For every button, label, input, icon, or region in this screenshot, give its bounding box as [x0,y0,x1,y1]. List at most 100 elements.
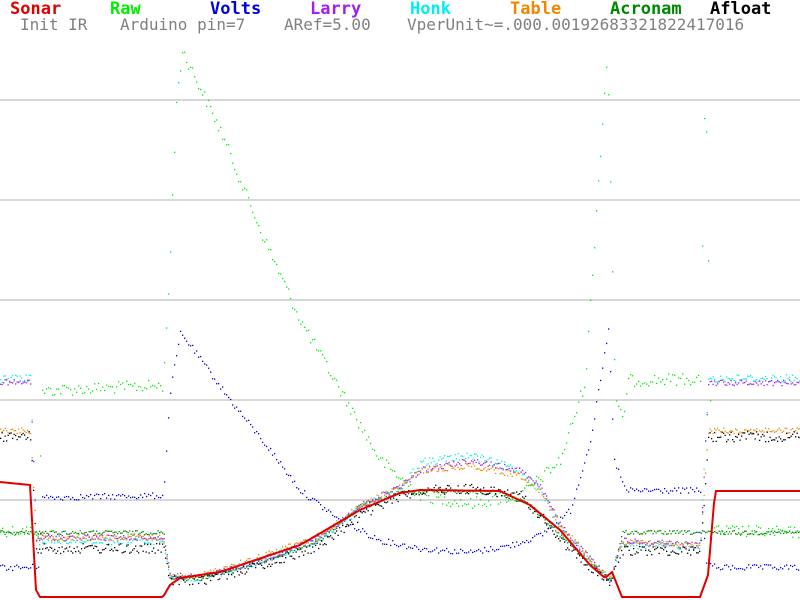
series-point-afloat [312,546,314,548]
series-point-acronam [127,532,129,534]
series-point-acronam [270,557,272,559]
series-point-raw [86,385,88,388]
series-point-afloat [372,510,374,512]
series-point-table [625,543,627,546]
series-point-volts [166,450,168,452]
series-point-larry [648,540,650,543]
series-point-larry [702,507,704,509]
series-point-table [661,542,663,544]
series-point-afloat [550,526,552,528]
series-point-table [465,462,467,464]
series-point-afloat [529,508,531,510]
series-point-raw [328,372,330,374]
series-point-volts [596,401,598,403]
series-point-acronam [124,530,126,532]
series-point-afloat [177,576,179,579]
series-point-afloat [618,561,620,563]
series-point-afloat [4,435,6,437]
series-point-honk [738,374,740,377]
series-point-acronam [661,532,663,535]
series-point-larry [88,536,90,538]
series-point-raw [24,533,26,535]
series-point-larry [757,384,759,386]
series-point-volts [736,568,738,570]
series-point-honk [604,571,606,573]
series-point-larry [258,559,260,561]
series-point-larry [597,568,599,570]
series-point-acronam [153,533,155,535]
series-point-table [753,429,755,431]
series-point-afloat [115,549,117,551]
series-point-honk [279,549,281,552]
series-point-volts [690,487,692,489]
series-point-afloat [756,431,758,433]
series-point-table [426,471,428,474]
series-point-table [318,538,320,540]
series-point-raw [726,525,728,527]
series-point-table [109,534,111,537]
series-point-acronam [357,506,359,508]
series-point-honk [667,544,669,546]
series-point-honk [702,499,704,501]
series-point-raw [470,498,472,500]
series-point-table [315,537,317,539]
series-point-raw [776,525,778,527]
series-point-larry [417,474,419,476]
series-point-larry [583,553,585,555]
series-point-acronam [232,569,234,571]
series-point-larry [69,535,71,538]
series-point-table [751,432,753,434]
series-point-larry [318,535,320,537]
status-pin: Arduino pin=7 [120,15,246,34]
series-point-raw [66,386,68,389]
series-point-honk [744,378,746,380]
series-sonar [0,481,800,598]
series-point-table [102,536,104,538]
series-point-afloat [121,552,123,554]
series-point-table [378,495,380,497]
series-point-honk [540,489,542,491]
series-point-acronam [13,531,15,533]
series-point-larry [423,466,425,468]
series-point-larry [658,541,660,543]
series-point-acronam [358,504,360,506]
series-point-larry [322,533,324,535]
series-point-table [244,560,246,563]
series-point-afloat [343,531,345,534]
series-point-acronam [558,532,560,534]
series-point-larry [720,379,722,382]
series-point-afloat [153,547,155,549]
series-point-volts [602,367,604,369]
series-point-acronam [36,531,38,533]
series-point-afloat [489,492,491,495]
series-point-acronam [334,528,336,530]
series-point-acronam [571,545,573,548]
series-point-volts [38,566,40,568]
series-point-volts [230,398,232,401]
series-point-larry [759,380,761,382]
legend-honk: Honk [410,0,451,19]
series-point-honk [438,459,440,461]
series-point-table [540,488,542,490]
series-point-honk [634,542,636,544]
series-point-honk [118,542,120,544]
series-point-honk [325,531,327,534]
series-point-afloat [664,546,666,549]
series-point-honk [292,550,294,552]
series-point-acronam [111,530,113,532]
series-point-volts [420,550,422,552]
series-point-raw [154,385,156,387]
series-point-acronam [91,530,93,532]
series-point-acronam [51,530,53,532]
series-point-raw [312,339,314,341]
series-point-honk [82,541,84,543]
series-point-afloat [588,569,590,571]
series-point-acronam [301,547,303,549]
series-point-afloat [252,562,254,565]
series-point-raw [310,342,312,344]
series-point-table [676,544,678,546]
series-point-honk [453,460,455,462]
series-point-acronam [544,519,546,521]
series-point-larry [571,539,573,541]
series-point-volts [568,508,570,511]
